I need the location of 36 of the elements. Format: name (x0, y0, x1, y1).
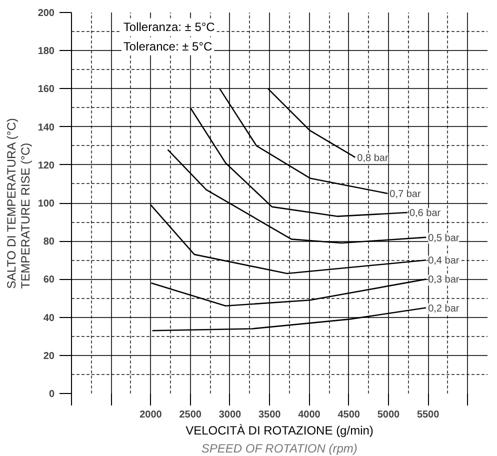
series-label: 0,7 bar (390, 188, 422, 200)
y-tick-label: 200 (38, 8, 55, 19)
line-series (150, 204, 427, 274)
x-tick-label: 5500 (416, 410, 440, 420)
y-tick-label: 40 (43, 312, 55, 324)
line-series (152, 307, 427, 332)
y-tick-label: 120 (38, 160, 55, 172)
x-tick-label: 4500 (338, 410, 360, 420)
line-series (219, 88, 388, 194)
line-series (167, 149, 427, 244)
x-tick-label: 4000 (298, 410, 321, 420)
series-label: 0,4 bar (428, 256, 460, 267)
line-series (150, 278, 427, 307)
y-tick-label: 60 (43, 274, 55, 286)
y-tick-label: 80 (43, 236, 55, 248)
annotation: Tolleranza: ± 5°C (123, 20, 216, 34)
series-label: 0,2 bar (428, 303, 460, 314)
y-tick-label: 160 (38, 84, 55, 96)
y-tick-label: 180 (38, 46, 55, 58)
series-label: 0,3 bar (428, 274, 460, 286)
x-tick-label: 3500 (258, 410, 282, 420)
annotation: Tolerance: ± 5°C (123, 39, 213, 54)
series-label: 0,5 bar (428, 232, 460, 244)
x-tick-label: 2500 (179, 410, 202, 420)
line-series (190, 107, 408, 217)
y-axis-title: SALTO DI TEMPERATURA (°C) TEMPERATURE RISE (°C) (4, 118, 32, 289)
y-tick-label: 140 (38, 122, 55, 134)
series-label: 0,6 bar (409, 208, 442, 220)
series-label: 0,8 bar (357, 152, 389, 164)
x-tick-label: 5000 (377, 410, 400, 420)
y-tick-label: 100 (38, 198, 55, 210)
y-tick-label: 20 (43, 350, 55, 362)
x-axis-title: VELOCITÀ DI ROTAZIONE (g/min) SPEED OF ROTATION (rpm) (186, 424, 374, 456)
x-tick-label: 3000 (218, 410, 242, 420)
x-tick-label: 2000 (140, 410, 162, 420)
y-tick-label: 0 (48, 389, 55, 400)
